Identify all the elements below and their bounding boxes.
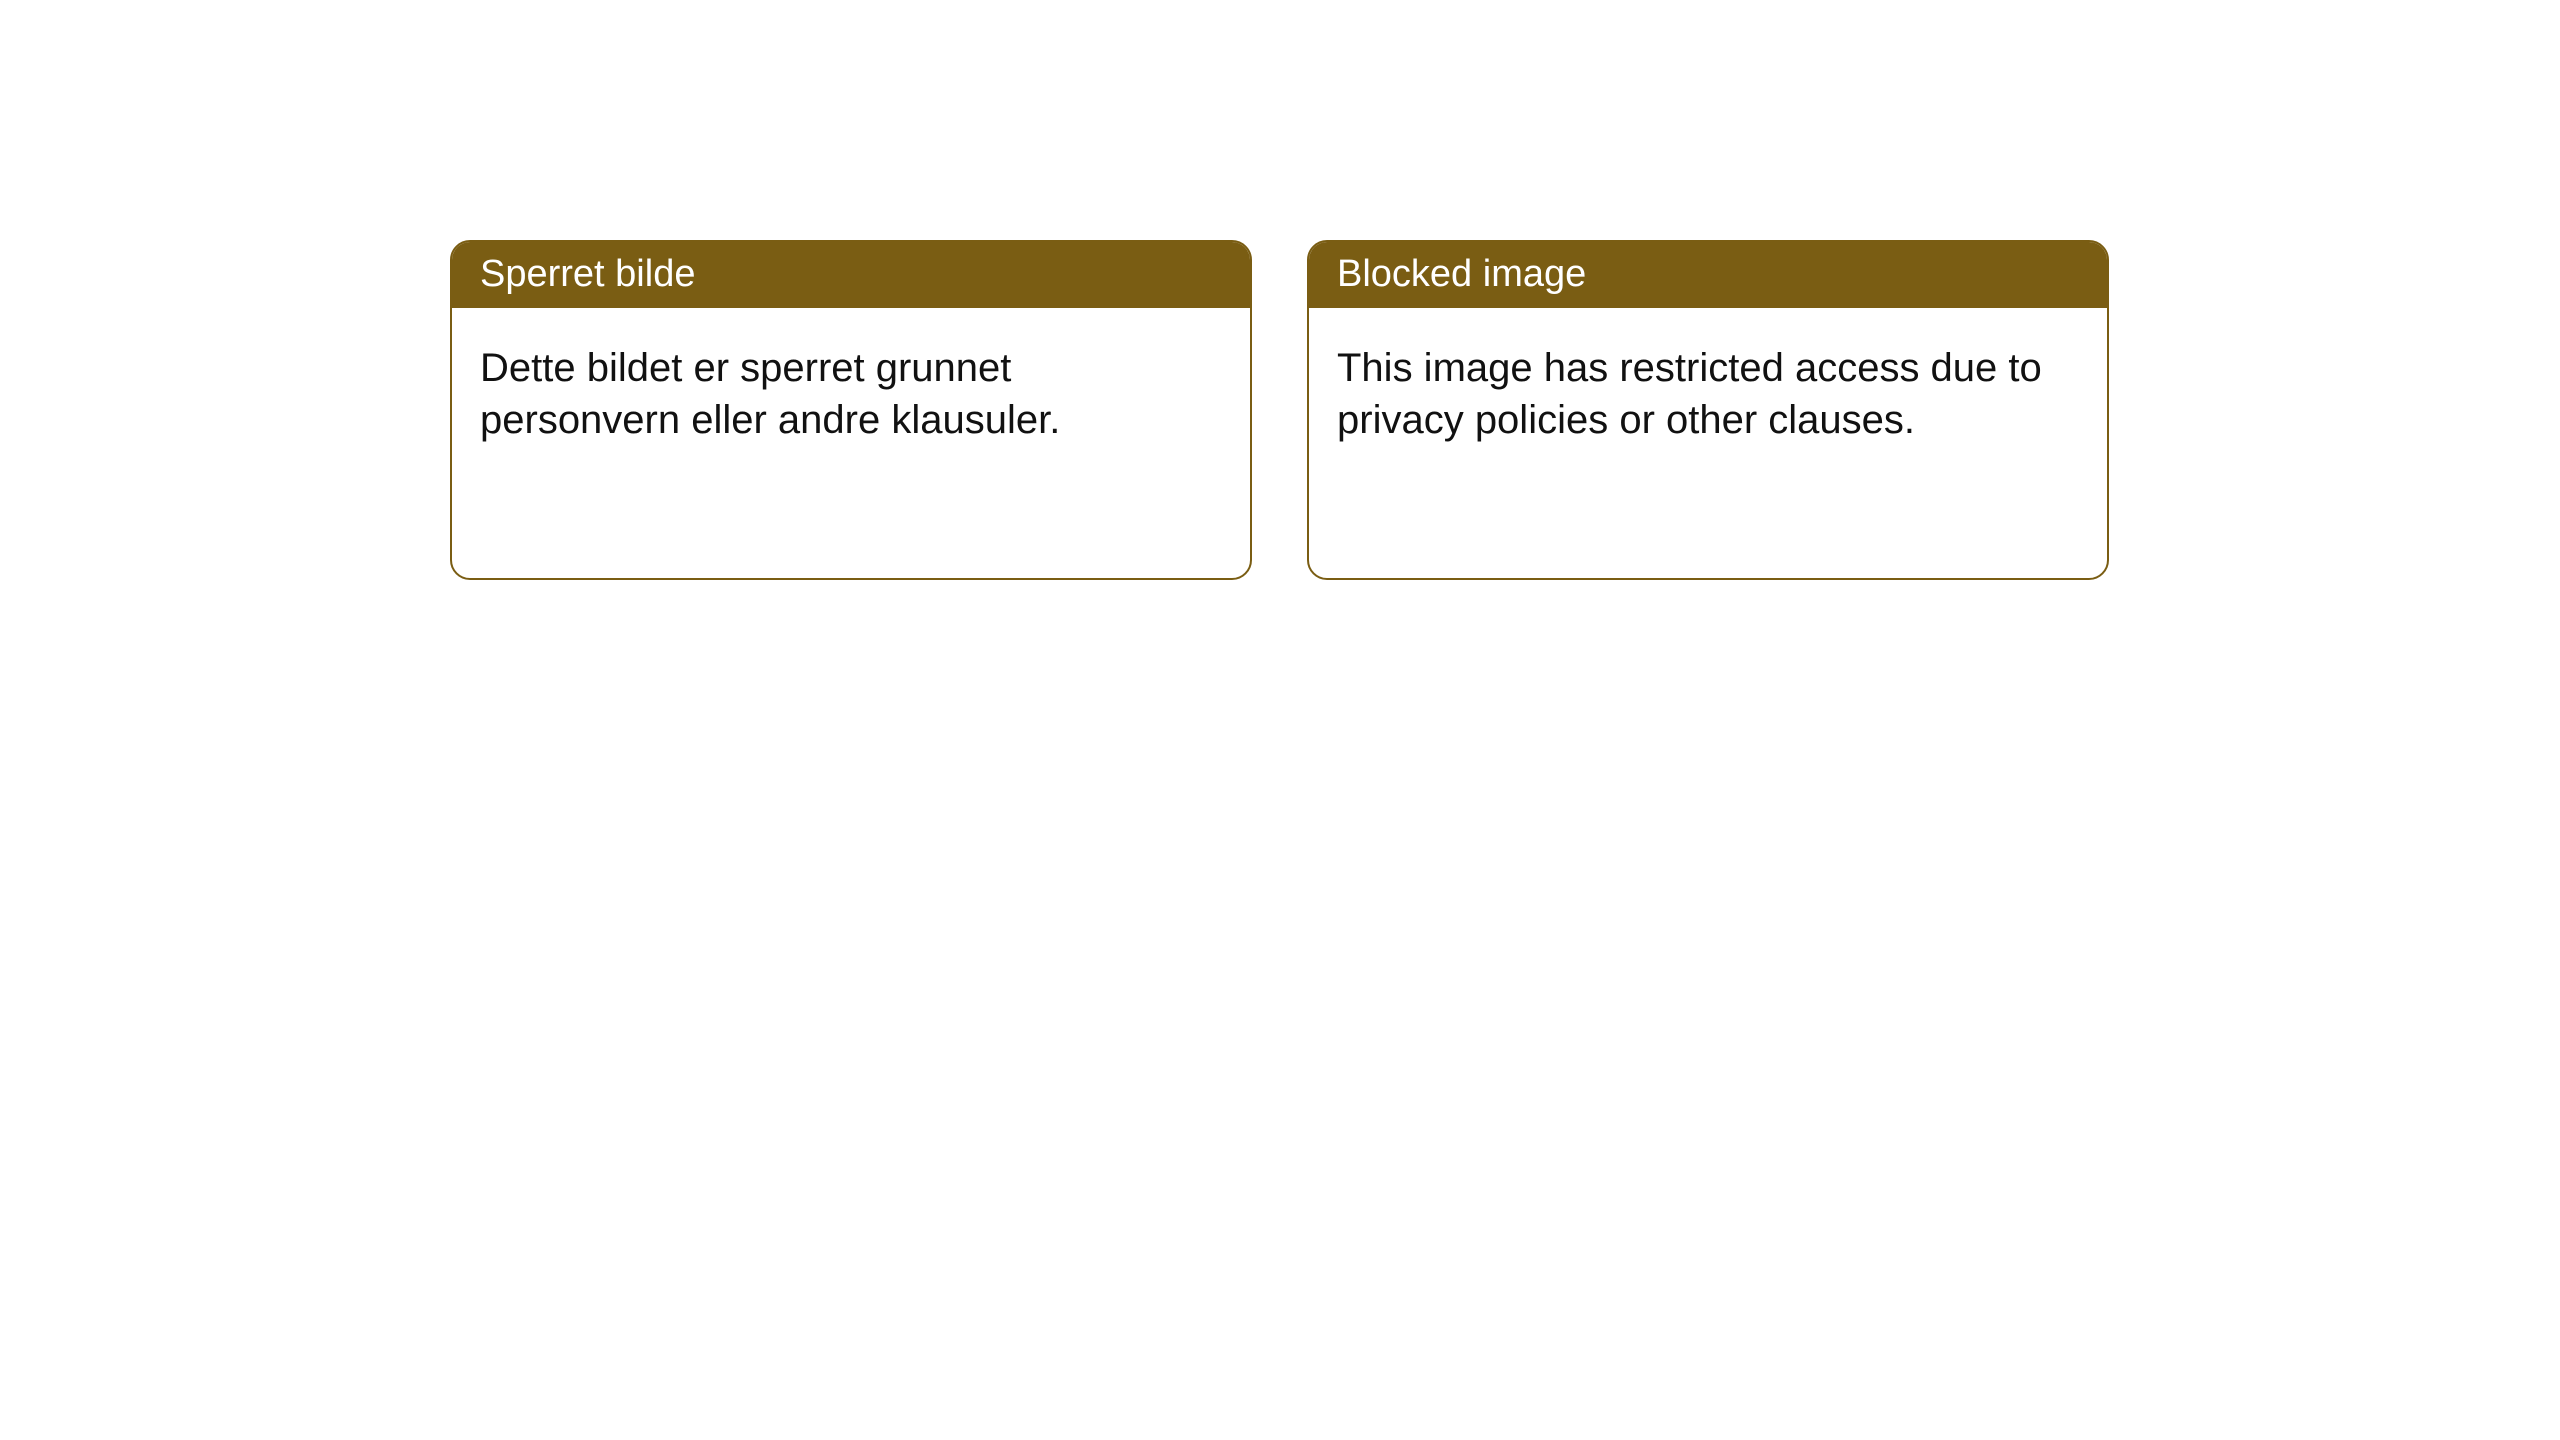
notice-header: Sperret bilde xyxy=(452,242,1250,308)
notice-body: This image has restricted access due to … xyxy=(1309,308,2107,578)
notice-header: Blocked image xyxy=(1309,242,2107,308)
notice-body: Dette bildet er sperret grunnet personve… xyxy=(452,308,1250,578)
notice-card-norwegian: Sperret bilde Dette bildet er sperret gr… xyxy=(450,240,1252,580)
notice-card-english: Blocked image This image has restricted … xyxy=(1307,240,2109,580)
notice-container: Sperret bilde Dette bildet er sperret gr… xyxy=(450,240,2109,580)
